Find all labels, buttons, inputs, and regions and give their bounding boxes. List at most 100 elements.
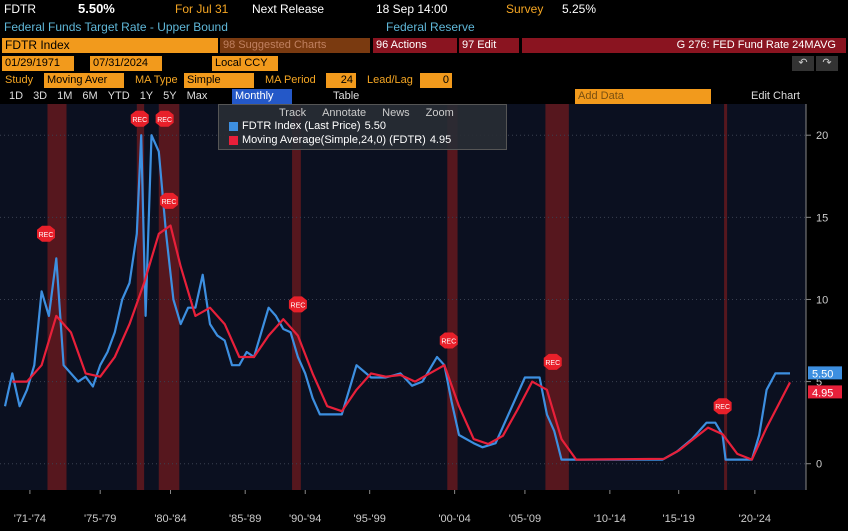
recession-band <box>158 104 180 490</box>
survey: 5.25% <box>562 2 597 16</box>
annotation-label: REC <box>162 199 177 206</box>
range-button[interactable]: 1M <box>57 90 73 102</box>
y-tick-label: 20 <box>816 130 828 142</box>
start-date[interactable]: 01/29/1971 <box>2 56 74 71</box>
range-button[interactable]: YTD <box>107 90 130 102</box>
lead-lag-field[interactable]: 0 <box>420 73 452 88</box>
tool-button[interactable]: News <box>382 107 410 119</box>
legend: Track Annotate News Zoom FDTR Index (Last P… <box>218 104 507 150</box>
annotation-marker <box>155 110 174 127</box>
annotation-label: REC <box>715 404 730 411</box>
actions-menu[interactable]: 96 Actions <box>373 38 457 53</box>
recession-band <box>724 104 728 490</box>
x-tick-label: '00-'04 <box>438 513 470 525</box>
x-tick-label: '20-'24 <box>739 513 771 525</box>
last-value-label: 4.95 <box>812 387 833 399</box>
legend-swatch <box>229 121 238 131</box>
annotation-marker <box>713 398 732 415</box>
recession-band <box>136 104 145 490</box>
lead-lag-label: Lead/Lag <box>367 74 413 86</box>
study-label: Study <box>5 74 34 86</box>
x-tick-label: '71-'74 <box>14 513 46 525</box>
currency[interactable]: Local CCY <box>212 56 278 71</box>
recession-band <box>47 104 67 490</box>
range-button[interactable]: Max <box>186 90 208 102</box>
edit-chart[interactable]: Edit Chart <box>751 90 800 102</box>
annotation-label: REC <box>291 302 306 309</box>
security-field[interactable]: FDTR Index <box>2 38 218 53</box>
legend-name: FDTR Index (Last Price) <box>242 120 361 132</box>
ma-period-label: MA Period <box>265 74 316 86</box>
end-date[interactable]: 07/31/2024 <box>90 56 162 71</box>
ticker: FDTR <box>4 2 36 16</box>
x-tick-label: '95-'99 <box>354 513 386 525</box>
series-line <box>12 224 791 461</box>
redo-button[interactable]: ↷ <box>816 56 838 71</box>
legend-swatch <box>229 135 238 145</box>
y-tick-label: 15 <box>816 212 828 224</box>
legend-value: 4.95 <box>429 134 452 146</box>
annotation-marker <box>160 192 179 209</box>
range-button[interactable]: 6M <box>82 90 98 102</box>
chart-name[interactable]: G 276: FED Fund Rate 24MAVG <box>522 38 846 53</box>
next-label: Next Release <box>252 2 325 16</box>
for-label: For Jul 31 <box>175 2 229 16</box>
series-line <box>3 134 790 461</box>
edit-menu[interactable]: 97 Edit <box>459 38 519 53</box>
range-button[interactable]: 1D <box>9 90 24 102</box>
annotation-label: REC <box>545 360 560 367</box>
table-button[interactable]: Table <box>333 90 360 102</box>
frequency[interactable]: Monthly <box>232 89 292 104</box>
ma-type-field[interactable]: Simple <box>184 73 254 88</box>
plot-background <box>0 104 806 490</box>
last-price: 5.50% <box>78 1 115 16</box>
annotation-marker <box>130 110 149 127</box>
annotation-marker <box>439 332 458 349</box>
y-tick-label: 10 <box>816 294 828 306</box>
recession-band <box>545 104 569 490</box>
legend-entry: Moving Average(Simple,24,0) (FDTR) 4.95 <box>229 133 451 147</box>
annotation-marker <box>288 296 307 313</box>
ma-type-label: MA Type <box>135 74 178 86</box>
legend-value: 5.50 <box>364 120 387 132</box>
x-tick-label: '15-'19 <box>663 513 695 525</box>
recession-band <box>447 104 458 490</box>
source: Federal Reserve <box>386 20 475 34</box>
tool-button[interactable]: Track <box>279 107 307 119</box>
x-tick-label: '10-'14 <box>594 513 626 525</box>
x-tick-label: '80-'84 <box>154 513 186 525</box>
last-value-label: 5.50 <box>812 368 833 380</box>
x-tick-label: '75-'79 <box>84 513 116 525</box>
ma-period-field[interactable]: 24 <box>326 73 356 88</box>
survey-label: Survey <box>506 2 544 16</box>
suggested-charts[interactable]: 98 Suggested Charts <box>220 38 370 53</box>
tool-buttons: Track Annotate News Zoom <box>279 107 454 119</box>
last-value-box <box>808 366 842 380</box>
annotation-label: REC <box>39 232 54 239</box>
legend-entry: FDTR Index (Last Price) 5.50 <box>229 119 451 133</box>
study-field[interactable]: Moving Aver <box>44 73 124 88</box>
tool-button[interactable]: Annotate <box>322 107 367 119</box>
add-data[interactable]: Add Data <box>575 89 711 104</box>
y-tick-label: 0 <box>816 459 822 471</box>
annotation-marker <box>37 225 56 242</box>
legend-items: FDTR Index (Last Price) 5.50 Moving Averag… <box>229 119 451 147</box>
y-tick-label: 5 <box>816 377 822 389</box>
next-date: 18 Sep 14:00 <box>376 2 448 16</box>
range-button[interactable]: 3D <box>33 90 48 102</box>
annotation-label: REC <box>132 117 147 124</box>
annotation-label: REC <box>157 117 172 124</box>
annotation-label: REC <box>441 339 456 346</box>
chart: 0 5 10 15 20 '71-'74 '75-'79 '80-'84 '85-'89 '90-… <box>0 104 842 525</box>
range-buttons: 1D 3D 1M 6M YTD 1Y 5Y Max <box>4 89 212 104</box>
x-tick-label: '90-'94 <box>289 513 321 525</box>
x-tick-label: '85-'89 <box>229 513 261 525</box>
undo-button[interactable]: ↶ <box>792 56 814 71</box>
tool-button[interactable]: Zoom <box>425 107 454 119</box>
range-button[interactable]: 5Y <box>163 90 177 102</box>
x-tick-label: '05-'09 <box>509 513 541 525</box>
last-value-box <box>808 385 842 399</box>
description: Federal Funds Target Rate - Upper Bound <box>4 20 228 34</box>
range-button[interactable]: 1Y <box>139 90 154 102</box>
